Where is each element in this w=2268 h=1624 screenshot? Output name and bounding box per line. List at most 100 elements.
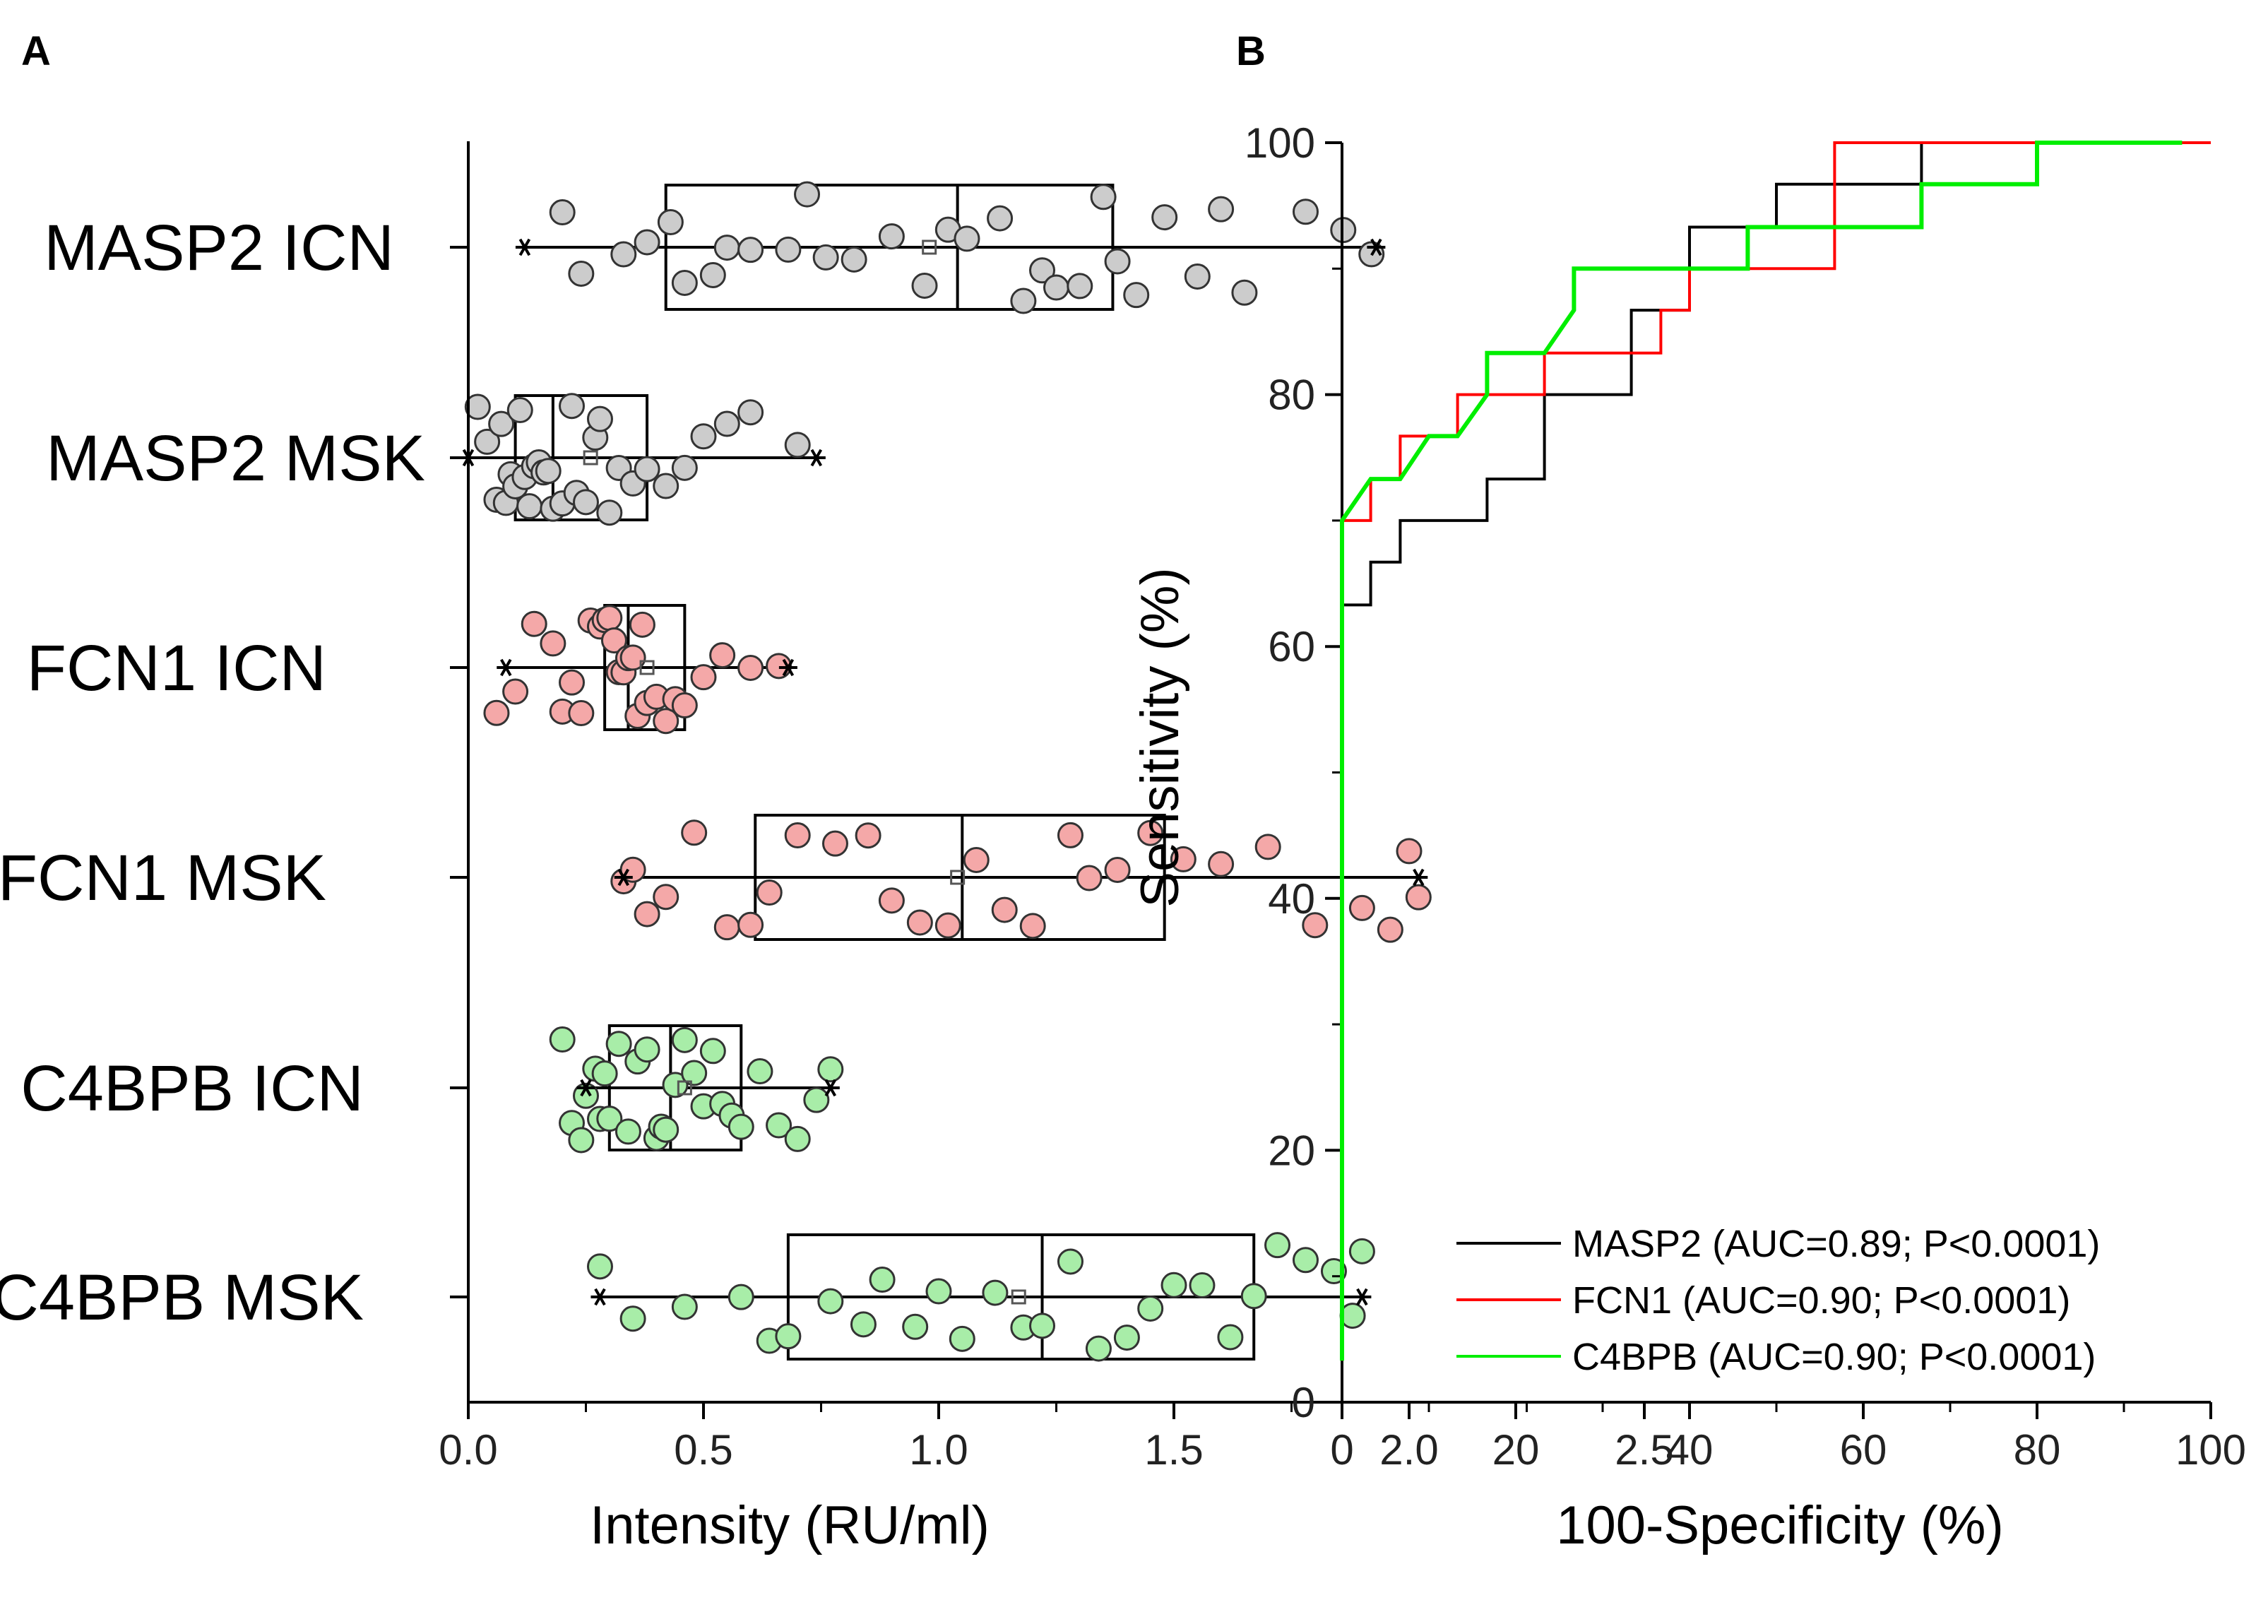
data-point [1405,884,1432,911]
data-point [784,1125,811,1152]
data-point [1085,1335,1112,1362]
whisker-max-marker-stroke [1413,868,1425,887]
data-point [568,700,595,727]
data-point [982,1279,1009,1306]
data-point [949,1325,975,1352]
data-point [850,1311,877,1338]
box-x-tick-label: 2.5 [1615,1426,1673,1474]
data-point [1137,1295,1164,1322]
whisker-min-marker [614,868,633,887]
data-point [713,410,740,437]
data-point [549,1026,576,1053]
mean-marker [677,1080,692,1096]
data-point [591,1060,618,1087]
data-point [521,610,547,637]
data-point [634,901,660,927]
data-point [619,644,646,671]
whisker-max-marker-stroke [824,1079,837,1097]
data-point [841,246,867,273]
roc-y-tick-label: 100 [1245,119,1315,167]
roc-series-line [1341,141,2211,1361]
data-point [653,708,679,735]
data-point [821,830,848,857]
panel-a-label: A [21,28,51,74]
data-point [488,410,515,437]
whisker-max-marker [778,658,797,677]
data-point [756,879,783,906]
data-point [690,423,717,450]
data-point [855,822,881,849]
box-x-tick-label: 0.0 [439,1426,497,1474]
data-point [737,237,764,263]
box-groups: MASP2 ICN MASP2 MSK FCN1 ICN FCN1 MSK C4BPB … [0,181,1432,1362]
whisker-min-marker-stroke [518,238,531,256]
data-point [516,493,543,520]
legend-label: MASP2 (AUC=0.89; P<0.0001) [1572,1223,2100,1265]
data-point [963,846,990,873]
roc-y-tick-label: 40 [1268,875,1315,923]
data-point [1019,913,1046,940]
whisker-max-marker [1353,1288,1372,1306]
data-point [634,456,660,482]
data-point [653,884,679,911]
roc-y-tick-label: 60 [1268,623,1315,670]
data-point [1348,1238,1375,1264]
data-point [1240,1283,1267,1310]
roc-y-tick-label: 20 [1268,1127,1315,1174]
data-point [474,428,501,455]
data-point [911,272,938,299]
roc-x-tick-label: 60 [1840,1426,1887,1474]
iqr-box [664,184,1115,311]
whisker-min-marker-stroke [580,1079,592,1097]
roc-x-tick-label: 20 [1492,1426,1540,1474]
whisker-min-marker-stroke [500,658,512,677]
data-point [610,241,637,268]
data-point [1217,1324,1244,1351]
data-point [671,1026,698,1053]
data-point [1377,916,1403,943]
data-point [681,1060,708,1086]
data-point [1010,288,1037,314]
data-point [987,205,1014,232]
data-point [1396,838,1423,865]
data-point [634,229,660,256]
data-point [559,393,586,420]
iqr-box [603,604,687,731]
whisker-min-marker [497,658,516,677]
data-point [699,1038,726,1065]
roc-x-axis-title: 100-Specificity (%) [1556,1495,2004,1555]
data-point [619,856,646,883]
data-point [1123,282,1150,309]
data-point [464,393,491,420]
data-point [925,1278,952,1305]
iqr-box [754,814,1166,941]
data-point [1043,274,1069,301]
data-point [1254,834,1281,860]
data-point [1104,856,1131,883]
data-point [991,896,1018,923]
roc-y-tick-label: 80 [1268,372,1315,419]
data-point [817,1288,844,1315]
data-point [1057,1248,1083,1275]
data-point [737,911,764,938]
whisker-max-marker [807,449,826,467]
data-point [766,1112,792,1139]
data-point [713,914,740,941]
data-point [784,432,811,458]
mean-marker [639,660,655,675]
data-point [699,261,726,288]
data-point [1208,196,1235,223]
data-point [713,235,740,261]
mean-marker [1011,1289,1026,1305]
data-point [1189,1272,1216,1299]
data-point [629,611,655,638]
box-x-tick-label: 1.0 [909,1426,968,1474]
data-point [1113,1324,1140,1351]
legend-item: MASP2 (AUC=0.89; P<0.0001) [1456,1223,2100,1265]
data-point [573,489,599,516]
data-point [1184,263,1211,290]
legend-item: FCN1 (AUC=0.90; P<0.0001) [1456,1279,2070,1322]
data-point [1029,257,1056,284]
data-point [803,1086,830,1113]
box-x-tick-label: 1.5 [1144,1426,1203,1474]
